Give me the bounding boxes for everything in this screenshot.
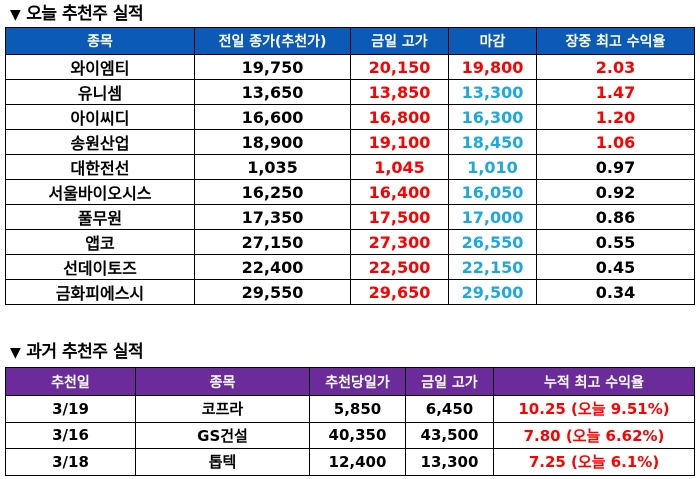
max-return-cell: 0.55	[536, 229, 695, 255]
close-cell: 19,800	[448, 54, 537, 80]
max-return-cell: 2.03	[536, 54, 695, 80]
prev-close-cell: 22,400	[194, 254, 351, 280]
max-return-cell: 1.47	[536, 79, 695, 105]
stock-name-cell: 대한전선	[5, 154, 195, 180]
today-high-cell: 43,500	[405, 421, 494, 449]
close-cell: 1,010	[448, 154, 537, 180]
rec-price-cell: 40,350	[309, 421, 406, 449]
today-high-cell: 19,100	[350, 129, 449, 155]
table-header-row: 종목 전일 종가(추천가) 금일 고가 마감 장중 최고 수익율	[5, 27, 695, 55]
stock-name-cell: 와이엠티	[5, 54, 195, 80]
max-return-cell: 0.34	[536, 279, 695, 305]
prev-close-cell: 29,550	[194, 279, 351, 305]
prev-close-cell: 19,750	[194, 54, 351, 80]
table-row: 대한전선 1,035 1,045 1,010 0.97	[5, 154, 695, 180]
rec-date-cell: 3/19	[5, 395, 136, 423]
header-today-high: 금일 고가	[405, 367, 494, 396]
header-close: 마감	[448, 27, 537, 55]
today-high-cell: 16,400	[350, 179, 449, 205]
triangle-down-icon: ▼	[10, 345, 21, 361]
cum-return-cell: 7.80 (오늘 6.62%)	[493, 421, 695, 449]
close-cell: 17,000	[448, 204, 537, 230]
max-return-cell: 0.86	[536, 204, 695, 230]
stock-name-cell: 톱텍	[135, 448, 310, 476]
max-return-cell: 1.20	[536, 104, 695, 130]
today-high-cell: 22,500	[350, 254, 449, 280]
table-row: 금화피에스시 29,550 29,650 29,500 0.34	[5, 279, 695, 305]
rec-date-cell: 3/18	[5, 448, 136, 476]
section-title-today-text: 오늘 추천주 실적	[26, 4, 144, 24]
section-title-past: ▼ 과거 추천주 실적	[10, 341, 144, 363]
header-rec-price: 추천당일가	[309, 367, 406, 396]
prev-close-cell: 13,650	[194, 79, 351, 105]
stock-name-cell: 코프라	[135, 395, 310, 423]
close-cell: 16,300	[448, 104, 537, 130]
header-max-return: 장중 최고 수익율	[536, 27, 695, 55]
max-return-cell: 0.45	[536, 254, 695, 280]
prev-close-cell: 16,250	[194, 179, 351, 205]
triangle-down-icon: ▼	[10, 7, 21, 23]
close-cell: 26,550	[448, 229, 537, 255]
table-row: 앱코 27,150 27,300 26,550 0.55	[5, 229, 695, 255]
stock-name-cell: 앱코	[5, 229, 195, 255]
prev-close-cell: 16,600	[194, 104, 351, 130]
today-high-cell: 16,800	[350, 104, 449, 130]
today-recommendations-table: 종목 전일 종가(추천가) 금일 고가 마감 장중 최고 수익율 와이엠티 19,…	[5, 27, 695, 305]
table-header-row: 추천일 종목 추천당일가 금일 고가 누적 최고 수익율	[5, 367, 695, 396]
today-high-cell: 1,045	[350, 154, 449, 180]
close-cell: 29,500	[448, 279, 537, 305]
max-return-cell: 0.97	[536, 154, 695, 180]
max-return-cell: 0.92	[536, 179, 695, 205]
cum-return-cell: 7.25 (오늘 6.1%)	[493, 448, 695, 476]
table-row: 풀무원 17,350 17,500 17,000 0.86	[5, 204, 695, 230]
stock-name-cell: 유니셈	[5, 79, 195, 105]
prev-close-cell: 1,035	[194, 154, 351, 180]
header-stock: 종목	[135, 367, 310, 396]
stock-name-cell: 풀무원	[5, 204, 195, 230]
table-row: 아이씨디 16,600 16,800 16,300 1.20	[5, 104, 695, 130]
past-recommendations-table: 추천일 종목 추천당일가 금일 고가 누적 최고 수익율 3/19 코프라 5,85…	[5, 367, 695, 476]
table-row: 유니셈 13,650 13,850 13,300 1.47	[5, 79, 695, 105]
stock-name-cell: 아이씨디	[5, 104, 195, 130]
prev-close-cell: 18,900	[194, 129, 351, 155]
close-cell: 13,300	[448, 79, 537, 105]
prev-close-cell: 17,350	[194, 204, 351, 230]
stock-name-cell: 선데이토즈	[5, 254, 195, 280]
table-row: 3/16 GS건설 40,350 43,500 7.80 (오늘 6.62%)	[5, 421, 695, 449]
rec-price-cell: 5,850	[309, 395, 406, 423]
today-high-cell: 29,650	[350, 279, 449, 305]
header-stock: 종목	[5, 27, 195, 55]
table-row: 선데이토즈 22,400 22,500 22,150 0.45	[5, 254, 695, 280]
table-row: 서울바이오시스 16,250 16,400 16,050 0.92	[5, 179, 695, 205]
max-return-cell: 1.06	[536, 129, 695, 155]
stock-name-cell: 송원산업	[5, 129, 195, 155]
cum-return-cell: 10.25 (오늘 9.51%)	[493, 395, 695, 423]
close-cell: 16,050	[448, 179, 537, 205]
table-row: 송원산업 18,900 19,100 18,450 1.06	[5, 129, 695, 155]
today-high-cell: 13,850	[350, 79, 449, 105]
prev-close-cell: 27,150	[194, 229, 351, 255]
close-cell: 18,450	[448, 129, 537, 155]
header-cum-return: 누적 최고 수익율	[493, 367, 695, 396]
table-row: 3/18 톱텍 12,400 13,300 7.25 (오늘 6.1%)	[5, 448, 695, 476]
today-high-cell: 17,500	[350, 204, 449, 230]
today-high-cell: 13,300	[405, 448, 494, 476]
header-rec-date: 추천일	[5, 367, 136, 396]
today-high-cell: 27,300	[350, 229, 449, 255]
section-title-past-text: 과거 추천주 실적	[26, 342, 144, 362]
stock-name-cell: GS건설	[135, 421, 310, 449]
stock-name-cell: 금화피에스시	[5, 279, 195, 305]
today-high-cell: 6,450	[405, 395, 494, 423]
rec-price-cell: 12,400	[309, 448, 406, 476]
table-row: 와이엠티 19,750 20,150 19,800 2.03	[5, 54, 695, 80]
header-prev-close: 전일 종가(추천가)	[194, 27, 351, 55]
rec-date-cell: 3/16	[5, 421, 136, 449]
header-today-high: 금일 고가	[350, 27, 449, 55]
stock-name-cell: 서울바이오시스	[5, 179, 195, 205]
close-cell: 22,150	[448, 254, 537, 280]
section-title-today: ▼ 오늘 추천주 실적	[10, 3, 144, 25]
table-row: 3/19 코프라 5,850 6,450 10.25 (오늘 9.51%)	[5, 395, 695, 423]
today-high-cell: 20,150	[350, 54, 449, 80]
